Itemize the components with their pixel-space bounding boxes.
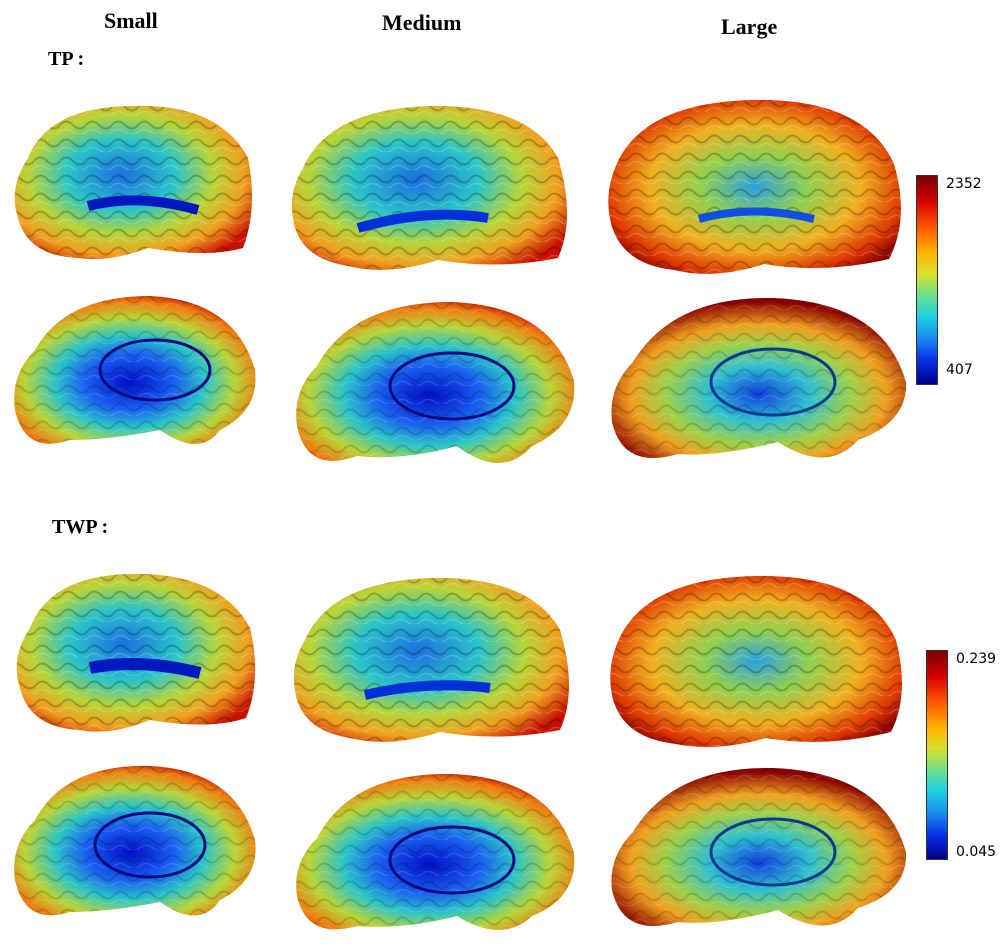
brain-tp-large-medial (611, 297, 907, 458)
column-heading-medium: Medium (382, 10, 462, 35)
brain-twp-medium-medial (296, 773, 575, 930)
tp-colorbar (916, 175, 938, 385)
twp-colorbar (926, 650, 948, 860)
column-heading-large: Large (721, 14, 778, 39)
brain-twp-large-lateral (610, 575, 902, 747)
brain-tp-large-lateral (608, 99, 901, 274)
brain-twp-small-lateral (16, 573, 256, 732)
brain-tp-medium-lateral (291, 105, 567, 270)
section-label-tp: TP : (48, 48, 85, 70)
brain-twp-large-medial (611, 767, 907, 926)
twp-colorbar-max-label: 0.239 (956, 651, 997, 667)
tp-colorbar-max-label: 2352 (946, 176, 982, 192)
brain-tp-small-lateral (14, 105, 252, 260)
brain-twp-small-medial (14, 765, 256, 916)
column-heading-small: Small (104, 8, 158, 33)
section-label-twp: TWP : (52, 516, 109, 538)
twp-colorbar-min-label: 0.045 (956, 844, 997, 860)
brain-twp-medium-lateral (293, 577, 569, 742)
brain-tp-medium-medial (296, 302, 575, 463)
brain-tp-small-medial (14, 296, 256, 444)
tp-colorbar-min-label: 407 (946, 362, 973, 378)
